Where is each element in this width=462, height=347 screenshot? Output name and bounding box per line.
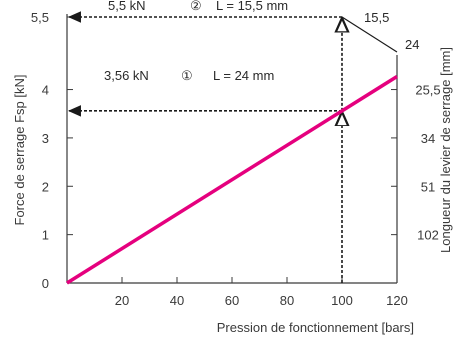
axes [66,14,398,284]
annotation-marker-2: ② [190,0,202,13]
x-axis-title: Pression de fonctionnement [bars] [217,320,414,335]
x-tick-label: 100 [331,293,353,308]
y-tick-label: 0 [42,276,49,291]
guide-connector [341,16,398,53]
annotation-length-24: L = 24 mm [213,68,274,83]
y2-tick-label: 102 [417,228,439,243]
annotation-end-15-5: 15,5 [364,10,389,25]
annotation-marker-1: ① [181,68,193,83]
series [66,75,398,285]
x-tick-label: 20 [115,293,129,308]
annotation-force-3-56: 3,56 kN [104,68,149,83]
y2-tick-label: 25,5 [415,83,440,98]
annotation-force-5-5: 5,5 kN [108,0,146,13]
y-axis-title: Force de serrage Fsp [kN] [12,75,27,226]
y-tick-label: 1 [42,228,49,243]
labels: 20 40 60 80 100 120012345,5102513425,5Pressio… [12,0,453,335]
y-tick-label: 5,5 [31,10,49,25]
annotation-length-15-5: L = 15,5 mm [216,0,288,13]
x-tick-label: 60 [225,293,239,308]
y2-axis-title: Longueur du levier de serrage [mm] [438,47,453,253]
annotation-end-24: 24 [405,37,419,52]
y-tick-label: 2 [42,179,49,194]
guide-lines [68,11,398,283]
x-tick-label: 120 [386,293,408,308]
y-tick-label: 4 [42,83,49,98]
series-line [66,75,398,285]
x-tick-label: 80 [280,293,294,308]
y-tick-label: 3 [42,131,49,146]
y2-tick-label: 34 [421,131,435,146]
y2-tick-label: 51 [421,179,435,194]
x-tick-label: 40 [170,293,184,308]
